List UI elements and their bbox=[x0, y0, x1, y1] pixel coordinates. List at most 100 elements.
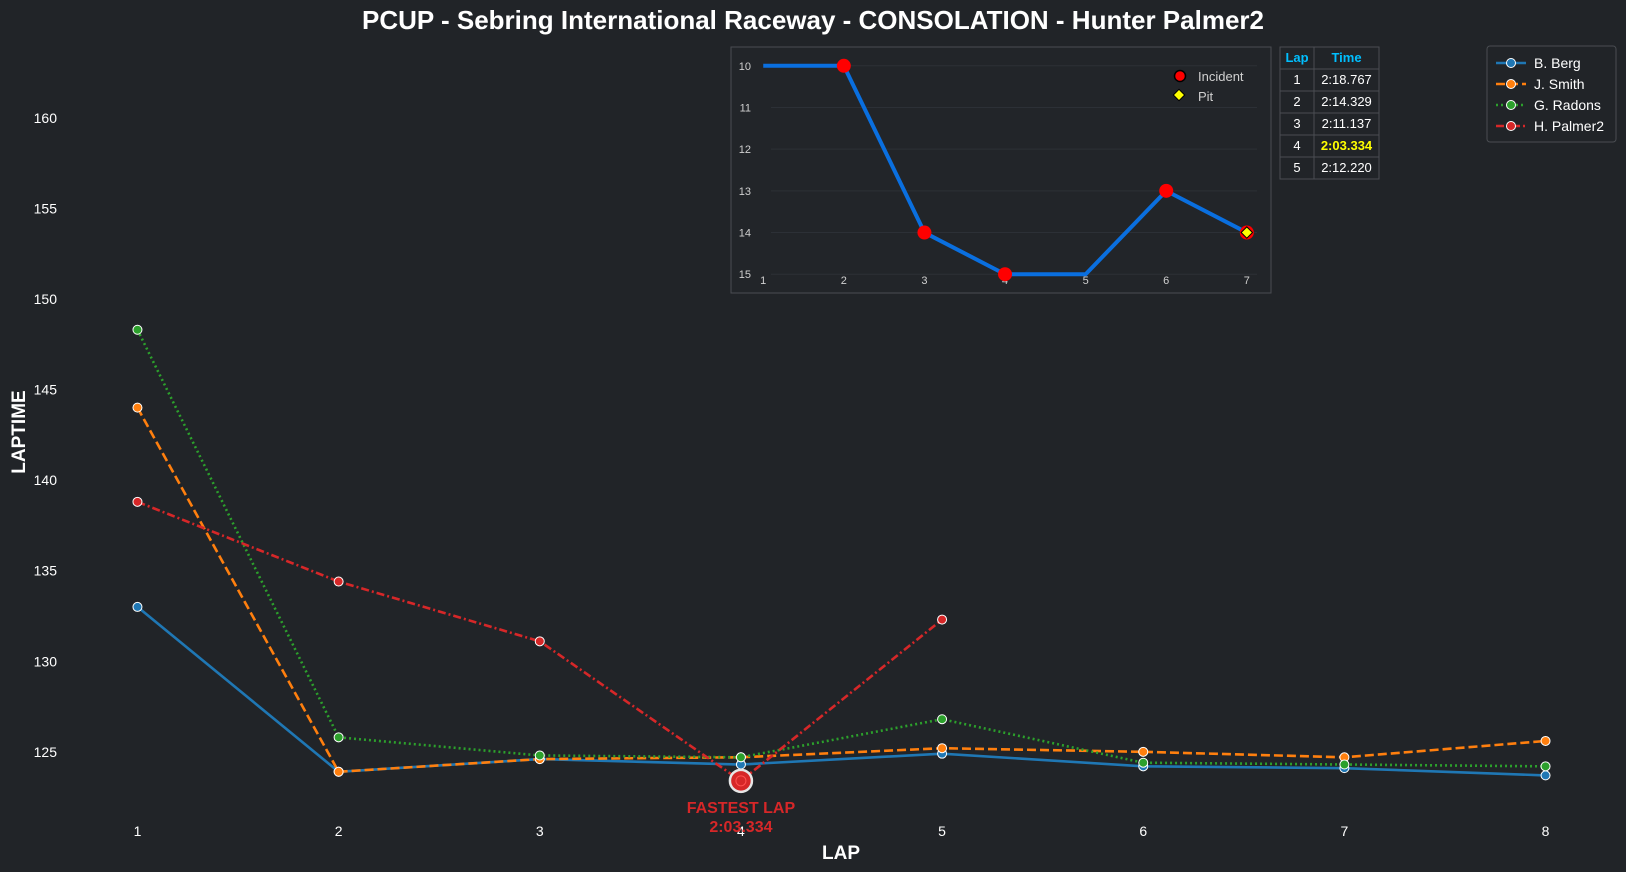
legend-label-h-palmer2: H. Palmer2 bbox=[1534, 118, 1604, 134]
fastest-lap-annotation: FASTEST LAP 2:03.334 bbox=[687, 768, 796, 836]
table-lap-time: 2:03.334 bbox=[1321, 138, 1373, 153]
inset-x-tick: 7 bbox=[1244, 275, 1250, 287]
y-tick-label: 145 bbox=[34, 382, 58, 398]
table-header-time: Time bbox=[1331, 50, 1361, 65]
incident-marker bbox=[836, 58, 851, 73]
data-point-h-palmer2 bbox=[132, 496, 143, 507]
table-lap-time: 2:11.137 bbox=[1322, 116, 1372, 131]
legend-label-j-smith: J. Smith bbox=[1534, 76, 1585, 92]
x-tick-label: 4 bbox=[737, 823, 745, 839]
y-tick-label: 135 bbox=[34, 563, 58, 579]
fastest-lap-label: FASTEST LAP bbox=[687, 800, 796, 817]
pit-legend-label: Pit bbox=[1198, 89, 1214, 104]
data-point-j-smith bbox=[132, 402, 143, 413]
x-tick-label: 7 bbox=[1340, 823, 1348, 839]
data-point-h-palmer2 bbox=[333, 576, 344, 587]
data-point-g-radons bbox=[132, 324, 143, 335]
data-point-h-palmer2 bbox=[534, 636, 545, 647]
inset-y-tick: 10 bbox=[739, 61, 751, 73]
y-tick-label: 155 bbox=[34, 200, 58, 216]
table-lap-time: 2:18.767 bbox=[1321, 72, 1372, 87]
incident-legend-marker bbox=[1173, 69, 1187, 83]
data-point-g-radons bbox=[534, 750, 545, 761]
fastest-lap-time: 2:03.334 bbox=[709, 819, 772, 836]
legend: B. Berg J. Smith G. Radons H. Palmer2 bbox=[1486, 45, 1617, 143]
y-tick-label: 140 bbox=[34, 472, 58, 488]
inset-x-tick: 1 bbox=[760, 275, 766, 287]
inset-y-tick: 12 bbox=[739, 144, 751, 156]
pit-marker bbox=[1240, 226, 1254, 239]
lap-time-table: Lap Time 1 2:18.767 2 2:14.329 3 2:11.137 4 2:03.… bbox=[1279, 46, 1380, 180]
data-point-g-radons bbox=[1138, 757, 1149, 768]
legend-marker-b-berg bbox=[1506, 58, 1516, 68]
inset-x-tick: 5 bbox=[1083, 275, 1089, 287]
pit-legend-marker bbox=[1172, 88, 1186, 102]
data-point-g-radons bbox=[937, 714, 948, 725]
y-tick-label: 130 bbox=[34, 653, 58, 669]
data-point-j-smith bbox=[333, 766, 344, 777]
inset-grid bbox=[771, 65, 1257, 275]
legend-marker-j-smith bbox=[1506, 79, 1516, 89]
inset-x-tick: 6 bbox=[1163, 275, 1169, 287]
data-point-g-radons bbox=[735, 752, 746, 763]
table-lap-time: 2:12.220 bbox=[1321, 160, 1372, 175]
incident-marker bbox=[1159, 183, 1174, 198]
inset-frame bbox=[730, 46, 1272, 294]
data-point-g-radons bbox=[1540, 761, 1551, 772]
table-cell-border bbox=[1313, 156, 1380, 180]
x-tick-label: 2 bbox=[335, 823, 343, 839]
legend-label-g-radons: G. Radons bbox=[1534, 97, 1601, 113]
table-lap-number: 3 bbox=[1293, 116, 1300, 131]
inset-x-tick: 2 bbox=[841, 275, 847, 287]
position-inset-chart: 1011121314151234567 Incident Pit bbox=[730, 46, 1272, 294]
x-tick-label: 8 bbox=[1542, 823, 1550, 839]
table-lap-time: 2:14.329 bbox=[1321, 94, 1372, 109]
incident-legend-label: Incident bbox=[1198, 69, 1244, 84]
data-point-g-radons bbox=[333, 732, 344, 743]
inset-x-tick: 3 bbox=[921, 275, 927, 287]
legend-label-b-berg: B. Berg bbox=[1534, 55, 1581, 71]
data-point-g-radons bbox=[1339, 759, 1350, 770]
series-line-j-smith bbox=[136, 407, 1546, 774]
table-lap-number: 4 bbox=[1293, 138, 1300, 153]
table-lap-number: 1 bbox=[1293, 72, 1300, 87]
table-lap-number: 2 bbox=[1293, 94, 1300, 109]
y-axis-label: LAPTIME bbox=[9, 390, 30, 473]
y-tick-label: 125 bbox=[34, 744, 58, 760]
inset-ticks: 1011121314151234567 bbox=[739, 61, 1250, 287]
legend-frame bbox=[1486, 45, 1617, 143]
legend-marker-g-radons bbox=[1506, 100, 1516, 110]
data-point-b-berg bbox=[1540, 770, 1551, 781]
inset-series bbox=[763, 58, 1254, 282]
data-point-b-berg bbox=[132, 601, 143, 612]
y-tick-label: 150 bbox=[34, 291, 58, 307]
inset-y-tick: 15 bbox=[739, 269, 751, 281]
y-axis-ticks: 125 130 135 140 145 150 155 160 bbox=[34, 110, 58, 760]
x-axis-ticks: 1 2 3 4 5 6 7 8 bbox=[134, 823, 1550, 839]
series-layer bbox=[132, 324, 1551, 786]
data-point-j-smith bbox=[1540, 735, 1551, 746]
fastest-lap-marker bbox=[728, 768, 754, 794]
x-tick-label: 1 bbox=[134, 823, 142, 839]
x-tick-label: 5 bbox=[938, 823, 946, 839]
chart-title: PCUP - Sebring International Raceway - C… bbox=[362, 5, 1264, 35]
inset-legend: Incident Pit bbox=[1172, 69, 1244, 104]
x-tick-label: 3 bbox=[536, 823, 544, 839]
incident-marker bbox=[917, 225, 932, 240]
legend-marker-h-palmer2 bbox=[1506, 121, 1516, 131]
data-point-h-palmer2 bbox=[937, 614, 948, 625]
y-tick-label: 160 bbox=[34, 110, 58, 126]
data-point-j-smith bbox=[1138, 746, 1149, 757]
series-line-b-berg bbox=[136, 605, 1546, 777]
x-axis-label: LAP bbox=[822, 843, 860, 864]
table-lap-number: 5 bbox=[1293, 160, 1300, 175]
series-line-h-palmer2 bbox=[136, 500, 943, 783]
fastest-lap-marker-inner bbox=[735, 775, 747, 787]
incident-marker bbox=[998, 267, 1013, 282]
inset-y-tick: 13 bbox=[739, 186, 751, 198]
table-header-lap: Lap bbox=[1285, 50, 1308, 65]
x-tick-label: 6 bbox=[1139, 823, 1147, 839]
series-line-g-radons bbox=[136, 329, 1546, 768]
